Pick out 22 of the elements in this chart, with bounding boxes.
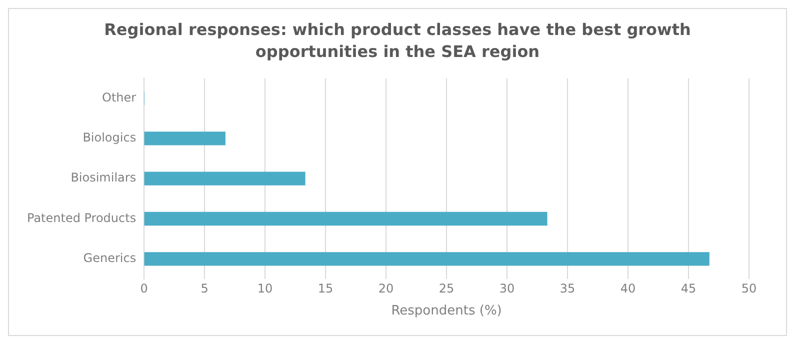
x-tick-label: 15 [318,281,334,296]
y-tick-label: Biosimilars [70,170,136,185]
x-tick-label: 10 [257,281,273,296]
x-tick-label: 0 [140,281,148,296]
x-tick-label: 45 [680,281,696,296]
bar [144,252,710,266]
x-tick-label: 30 [499,281,515,296]
y-tick-label: Biologics [82,130,136,145]
x-tick-label: 5 [200,281,208,296]
y-tick-label: Other [102,90,136,104]
bar [144,172,306,186]
x-tick-label: 40 [620,281,636,296]
x-tick-label: 35 [560,281,576,296]
bar [144,212,548,226]
bar [144,132,226,146]
y-tick-label: Patented Products [27,210,136,225]
x-tick-label: 25 [438,281,454,296]
x-tick-label: 20 [378,281,394,296]
x-tick-label: 50 [741,281,757,296]
y-tick-label: Generics [83,251,136,266]
x-axis-title: Respondents (%) [391,304,502,319]
chart-title: Regional responses: which product classes have the best growth opportunities in the SEA region [103,19,692,63]
